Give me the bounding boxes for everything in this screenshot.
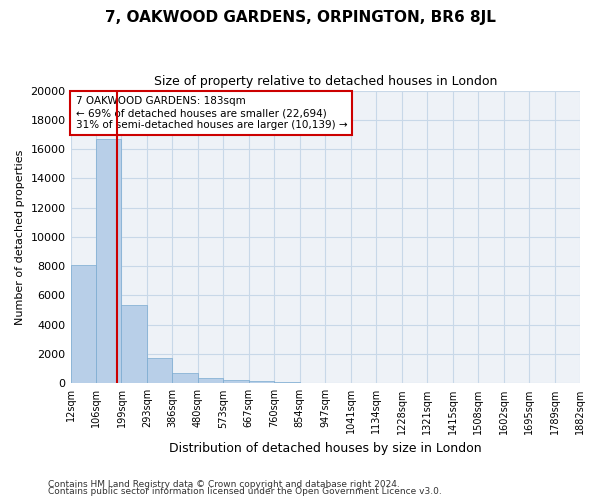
Text: 7 OAKWOOD GARDENS: 183sqm
← 69% of detached houses are smaller (22,694)
31% of s: 7 OAKWOOD GARDENS: 183sqm ← 69% of detac… [76, 96, 347, 130]
Y-axis label: Number of detached properties: Number of detached properties [15, 149, 25, 324]
Title: Size of property relative to detached houses in London: Size of property relative to detached ho… [154, 75, 497, 88]
Bar [249, 381, 274, 384]
Bar [147, 358, 172, 384]
Bar [223, 380, 249, 384]
Text: 7, OAKWOOD GARDENS, ORPINGTON, BR6 8JL: 7, OAKWOOD GARDENS, ORPINGTON, BR6 8JL [104, 10, 496, 25]
Text: Contains public sector information licensed under the Open Government Licence v3: Contains public sector information licen… [48, 487, 442, 496]
Bar [121, 305, 147, 384]
Bar [198, 378, 223, 384]
Bar [172, 373, 198, 384]
Bar [71, 266, 96, 384]
X-axis label: Distribution of detached houses by size in London: Distribution of detached houses by size … [169, 442, 482, 455]
Text: Contains HM Land Registry data © Crown copyright and database right 2024.: Contains HM Land Registry data © Crown c… [48, 480, 400, 489]
Bar [96, 139, 121, 384]
Bar [274, 382, 300, 384]
